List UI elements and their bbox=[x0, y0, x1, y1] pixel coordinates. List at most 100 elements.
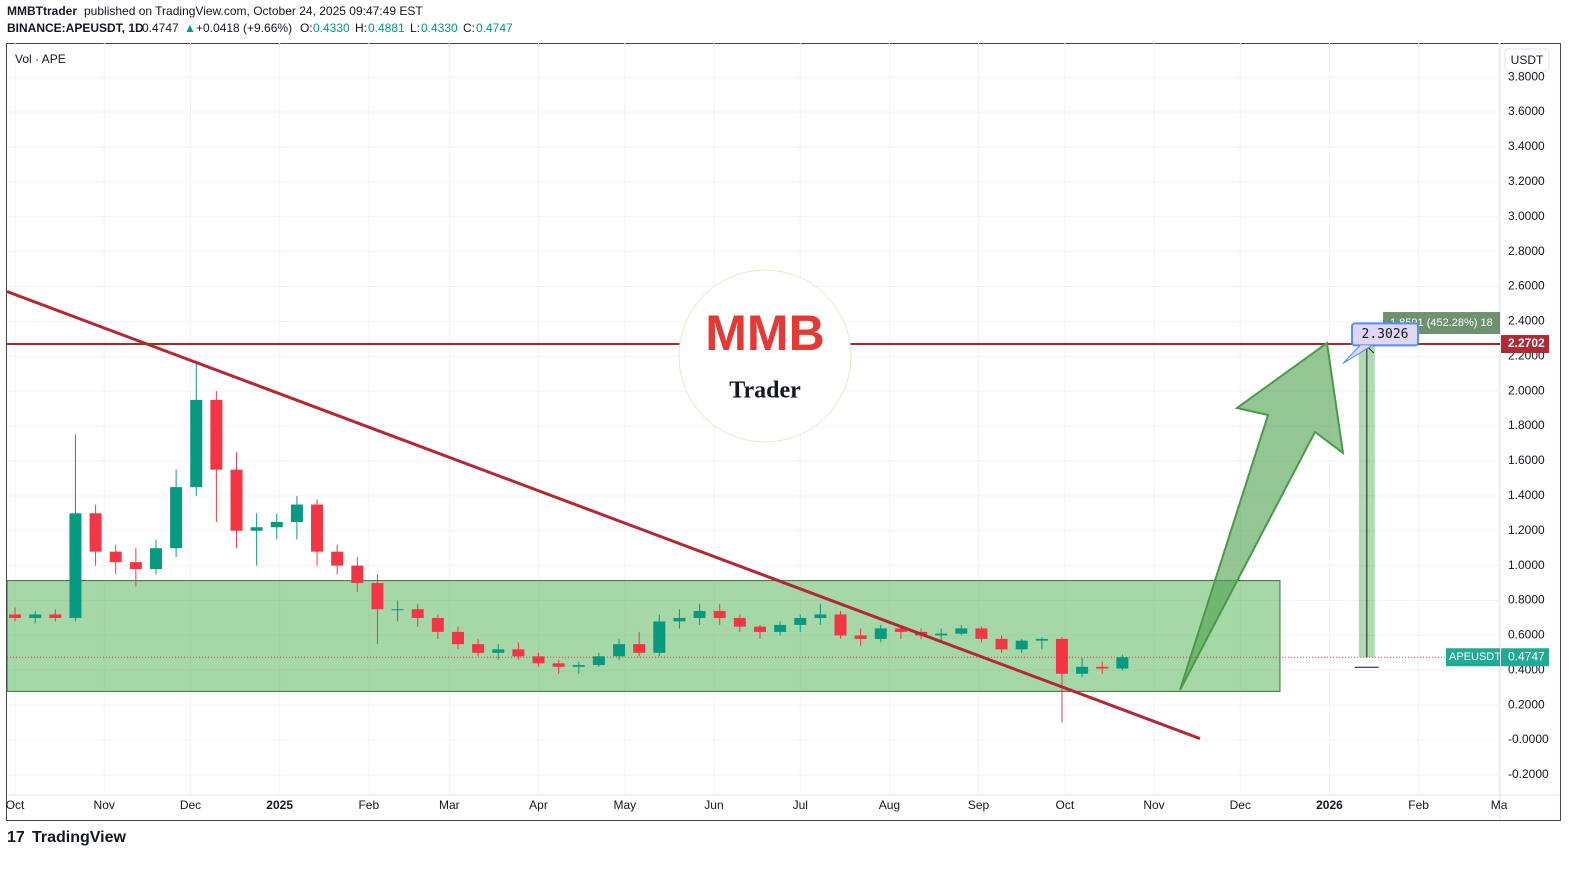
candle-body bbox=[955, 628, 968, 634]
overlay: 2.3026 2.2702 APEUSDT 0.4747 bbox=[1342, 322, 1549, 667]
candle-body bbox=[1076, 666, 1089, 674]
candle-body bbox=[472, 644, 485, 653]
resistance-tag-label: 2.2702 bbox=[1508, 336, 1545, 350]
change-arrow: ▲ bbox=[184, 21, 196, 35]
y-tick-label: 1.0000 bbox=[1508, 558, 1545, 572]
unit-box bbox=[1504, 48, 1550, 72]
candle-body bbox=[1035, 638, 1048, 641]
x-tick-label: Oct bbox=[1056, 798, 1075, 812]
o-label: O: bbox=[300, 21, 313, 35]
candle-body bbox=[210, 399, 223, 470]
candle-body bbox=[975, 628, 988, 639]
symbol-tag-label: APEUSDT bbox=[1449, 651, 1501, 663]
y-tick-label: 3.8000 bbox=[1508, 69, 1545, 83]
frame bbox=[6, 43, 1561, 821]
candle-body bbox=[814, 614, 827, 618]
candle-body bbox=[29, 614, 42, 618]
x-tick-label: Dec bbox=[1230, 798, 1251, 812]
candle-body bbox=[451, 631, 464, 645]
candle-body bbox=[874, 628, 887, 639]
footer-brand: TradingView bbox=[32, 829, 127, 846]
close: 0.4747 bbox=[476, 21, 513, 35]
candle-body bbox=[371, 583, 384, 610]
price-tag bbox=[1501, 648, 1549, 667]
resistance-tag bbox=[1501, 335, 1549, 354]
y-tick-label: 1.8000 bbox=[1508, 418, 1545, 432]
candle-body bbox=[149, 548, 162, 570]
candle-body bbox=[673, 617, 686, 622]
l-label: L: bbox=[410, 21, 420, 35]
footer-logo-mark: 17 bbox=[7, 829, 25, 846]
y-tick-label: 1.2000 bbox=[1508, 523, 1545, 537]
x-tick-label: Nov bbox=[94, 798, 115, 812]
candle-body bbox=[1055, 638, 1068, 674]
candle-body bbox=[492, 649, 505, 653]
x-tick-label: Dec bbox=[180, 798, 201, 812]
h-label: H: bbox=[355, 21, 367, 35]
y-tick-label: 3.0000 bbox=[1508, 209, 1545, 223]
x-tick-label: Aug bbox=[879, 798, 900, 812]
logo-circle bbox=[678, 269, 852, 443]
candle-body bbox=[713, 610, 726, 618]
candle-body bbox=[109, 551, 122, 563]
candle-body bbox=[552, 663, 565, 667]
candle-body bbox=[1096, 666, 1109, 669]
candle-body bbox=[774, 624, 787, 632]
axis-unit: USDT bbox=[1511, 53, 1544, 67]
y-tick-label: 3.2000 bbox=[1508, 174, 1545, 188]
x-tick-label: Nov bbox=[1143, 798, 1164, 812]
candle-body bbox=[633, 644, 646, 653]
y-tick-label: -0.0000 bbox=[1508, 732, 1549, 746]
candle-body bbox=[391, 609, 404, 611]
target-callout bbox=[1351, 322, 1419, 347]
x-tick-label: Ma bbox=[1491, 798, 1508, 812]
candle-body bbox=[331, 551, 344, 566]
candle-body bbox=[311, 504, 324, 552]
published: published on TradingView.com, October 24… bbox=[84, 4, 423, 18]
change: +0.0418 (+9.66%) bbox=[196, 21, 292, 35]
x-tick-label: Feb bbox=[1408, 798, 1429, 812]
candle-body bbox=[351, 565, 364, 584]
plot: 1.8591 (452.28%) 18 bbox=[7, 290, 1500, 741]
candle-body bbox=[9, 614, 22, 618]
candle-body bbox=[129, 562, 142, 570]
last: 0.4747 bbox=[142, 21, 179, 35]
support-zone bbox=[7, 580, 1281, 692]
candle-body bbox=[613, 644, 626, 657]
candle-body bbox=[49, 614, 62, 618]
logo-text: Trader bbox=[729, 378, 801, 404]
y-tick-label: 2.4000 bbox=[1508, 314, 1545, 328]
candle-body bbox=[69, 513, 82, 618]
x-tick-label: 2025 bbox=[266, 798, 293, 812]
candle-body bbox=[89, 513, 102, 552]
y-tick-label: 2.8000 bbox=[1508, 244, 1545, 258]
x-tick-label: 2026 bbox=[1316, 798, 1343, 812]
x-tick-label: Oct bbox=[6, 798, 25, 812]
y-tick-label: 0.2000 bbox=[1508, 697, 1545, 711]
candle-body bbox=[995, 638, 1008, 650]
y-tick-label: 1.6000 bbox=[1508, 453, 1545, 467]
candle-body bbox=[290, 504, 303, 523]
candle-body bbox=[532, 656, 545, 664]
candle-body bbox=[794, 617, 807, 625]
candle-body bbox=[1116, 657, 1129, 669]
candle-body bbox=[693, 610, 706, 618]
y-tick-label: 0.6000 bbox=[1508, 628, 1545, 642]
y-tick-label: 2.6000 bbox=[1508, 279, 1545, 293]
x-tick-label: Jun bbox=[704, 798, 723, 812]
arrow bbox=[1179, 341, 1345, 691]
candle-body bbox=[512, 649, 525, 657]
logo: MMB Trader bbox=[678, 269, 852, 443]
logo-letters: MMB bbox=[705, 305, 824, 361]
target-label: 2.3026 bbox=[1362, 327, 1409, 342]
symbol-tag bbox=[1446, 648, 1500, 667]
c-label: C: bbox=[463, 21, 475, 35]
author: MMBTtrader bbox=[7, 4, 77, 18]
candle-body bbox=[411, 609, 424, 618]
y-tick-label: 2.0000 bbox=[1508, 383, 1545, 397]
candle-body bbox=[270, 522, 283, 528]
candle-body bbox=[431, 617, 444, 632]
target-pointer bbox=[1342, 344, 1373, 364]
open: 0.4330 bbox=[313, 21, 350, 35]
